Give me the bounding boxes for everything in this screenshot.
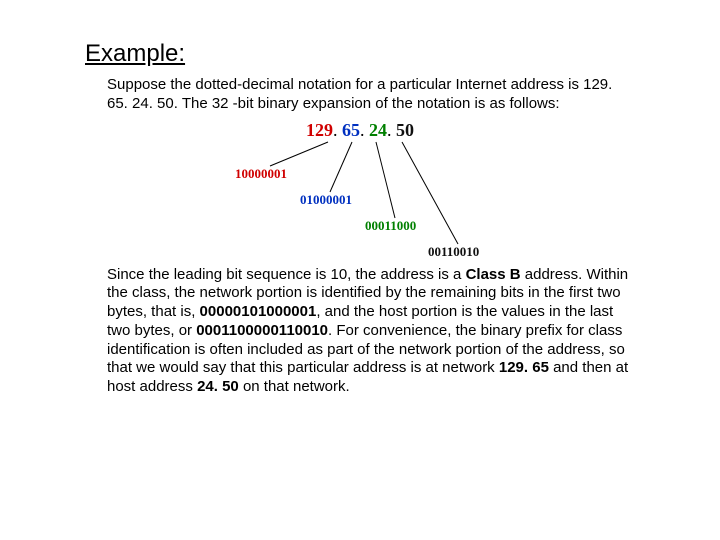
intro-colon: :: [555, 95, 559, 112]
ip-seg-1: 65: [342, 120, 360, 140]
explanation-paragraph: Since the leading bit sequence is 10, th…: [107, 266, 635, 397]
class-b-label: Class B: [466, 266, 521, 283]
host-50: 50: [222, 378, 239, 395]
intro-text-a: Suppose the dotted-decimal notation for …: [107, 76, 579, 93]
intro-paragraph: Suppose the dotted-decimal notation for …: [107, 76, 635, 114]
host-bits: 0001100000110010: [196, 322, 328, 339]
exp-a: Since the leading bit sequence is 10, th…: [107, 266, 466, 283]
net-65: 65: [532, 359, 549, 376]
ip-diagram: 129. 65. 24. 50 10000001 01000001 000110…: [230, 120, 490, 260]
net-129: 129.: [499, 359, 528, 376]
ip-seg-3: 50: [396, 120, 414, 140]
connector-lines: [230, 140, 490, 260]
intro-text-b: The 32 -bit binary expansion of the nota…: [182, 95, 556, 112]
binary-1: 01000001: [300, 192, 352, 208]
binary-2: 00011000: [365, 218, 416, 234]
ip-seg-0: 129: [306, 120, 333, 140]
ip-dot-0: .: [333, 120, 342, 140]
ip-dotted-row: 129. 65. 24. 50: [230, 120, 490, 141]
ip-dot-1: .: [360, 120, 369, 140]
example-heading: Example:: [85, 40, 635, 68]
network-bits: 00000101000001: [200, 303, 317, 320]
binary-3: 00110010: [428, 244, 479, 260]
slide-content: Example: Suppose the dotted-decimal nota…: [0, 0, 720, 417]
ip-dot-2: .: [387, 120, 396, 140]
host-24: 24.: [197, 378, 218, 395]
exp-f: on that network.: [239, 378, 350, 395]
binary-0: 10000001: [235, 166, 287, 182]
ip-seg-2: 24: [369, 120, 387, 140]
diagram-container: 129. 65. 24. 50 10000001 01000001 000110…: [85, 120, 635, 260]
